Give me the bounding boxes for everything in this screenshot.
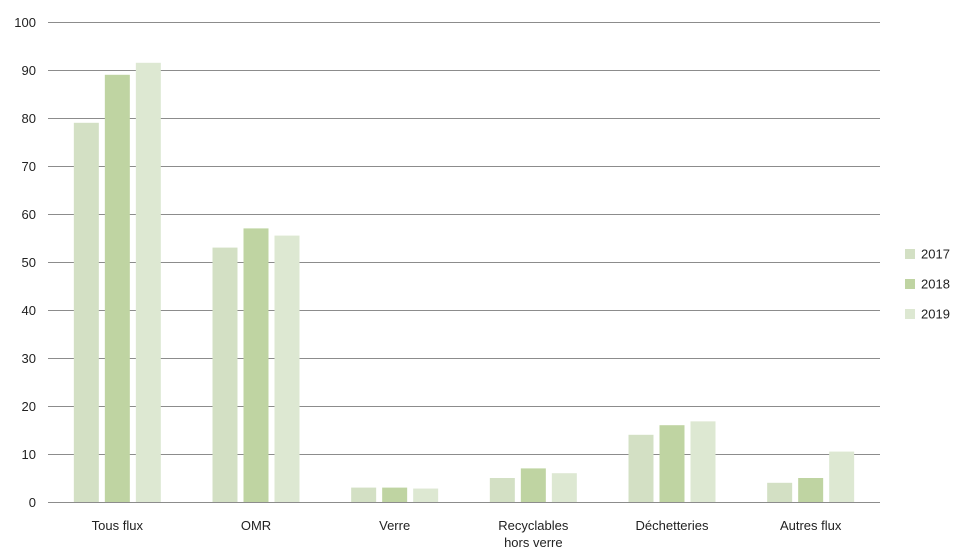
bar-2019: [135, 62, 161, 503]
bar-2017: [351, 487, 377, 502]
y-tick-label: 100: [14, 15, 36, 30]
bar-2018: [382, 487, 408, 502]
y-tick-label: 0: [29, 495, 36, 510]
y-tick-label: 30: [22, 351, 36, 366]
legend-swatch-2017: [905, 249, 915, 259]
bar-2019: [551, 473, 577, 502]
bar-2019: [274, 235, 300, 502]
legend-label: 2019: [921, 307, 950, 322]
y-tick-label: 50: [22, 255, 36, 270]
y-tick-label: 80: [22, 111, 36, 126]
legend: 2017 2018 2019: [905, 247, 950, 322]
y-axis-tick-labels: 0 10 20 30 40 50 60 70 80 90 100: [14, 15, 36, 510]
y-tick-label: 70: [22, 159, 36, 174]
bar-2017: [212, 247, 238, 502]
bar-2017: [628, 434, 654, 502]
x-category-label: OMR: [241, 518, 271, 533]
legend-label: 2018: [921, 277, 950, 292]
bar-2018: [104, 74, 130, 503]
y-tick-label: 20: [22, 399, 36, 414]
y-tick-label: 40: [22, 303, 36, 318]
bar-2018: [243, 228, 269, 502]
grid-lines: [48, 22, 880, 503]
x-category-label: Verre: [379, 518, 410, 533]
bar-2018: [659, 425, 685, 502]
bar-2017: [767, 482, 793, 502]
bar-2017: [73, 122, 99, 503]
y-tick-label: 60: [22, 207, 36, 222]
legend-swatch-2019: [905, 309, 915, 319]
legend-label: 2017: [921, 247, 950, 262]
y-tick-label: 10: [22, 447, 36, 462]
bar-2018: [520, 468, 546, 502]
x-axis-category-labels: Tous flux OMR Verre Recyclables hors verre Dé…: [92, 518, 842, 550]
legend-swatch-2018: [905, 279, 915, 289]
bar-2018: [798, 478, 824, 502]
y-tick-label: 90: [22, 63, 36, 78]
x-category-label: Déchetteries: [636, 518, 709, 533]
bar-2017: [489, 478, 515, 502]
x-category-label: hors verre: [504, 535, 563, 550]
bar-2019: [690, 421, 716, 502]
bars: [73, 62, 855, 503]
x-category-label: Recyclables: [498, 518, 569, 533]
bar-2019: [829, 451, 855, 502]
x-category-label: Tous flux: [92, 518, 144, 533]
x-category-label: Autres flux: [780, 518, 842, 533]
bar-2019: [413, 488, 439, 502]
